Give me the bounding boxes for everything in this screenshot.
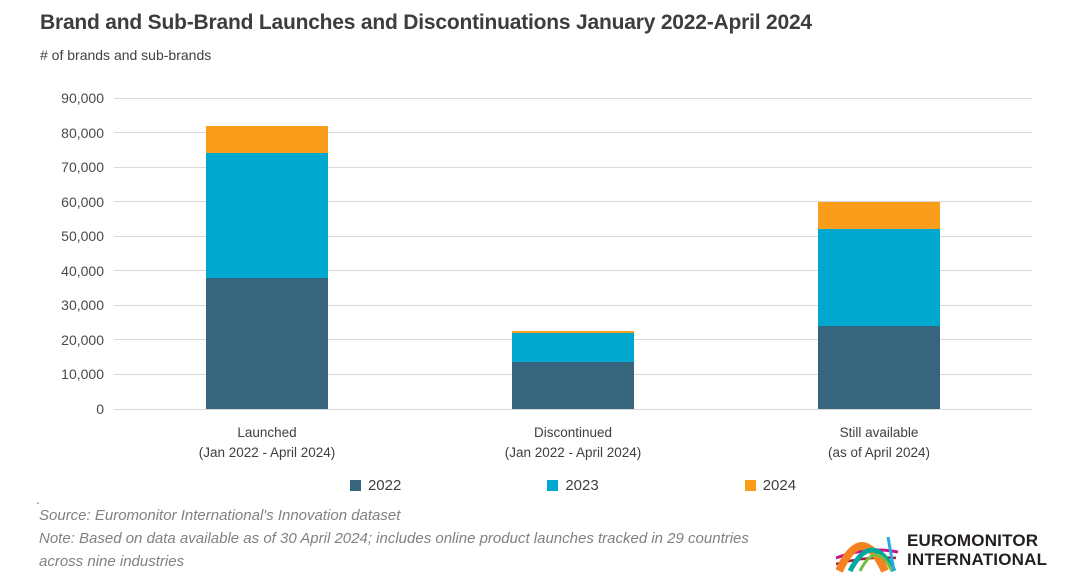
logo-line-2: INTERNATIONAL xyxy=(907,550,1048,569)
bar-segment-2024-discontinued xyxy=(512,331,634,333)
x-category-label-line1: Launched xyxy=(237,425,297,440)
euromonitor-logo: EUROMONITOR INTERNATIONAL xyxy=(836,527,1047,575)
gridline xyxy=(114,235,1032,237)
x-category-label: Launched (Jan 2022 - April 2024) xyxy=(114,423,420,462)
chart-subtitle: # of brands and sub-brands xyxy=(40,47,212,63)
data-note: Note: Based on data available as of 30 A… xyxy=(39,530,749,570)
legend-swatch-2022 xyxy=(349,480,361,491)
y-axis-tick-label: 20,000 xyxy=(61,331,104,348)
bar-segment-2022-still-available xyxy=(818,326,940,409)
y-axis-tick-label: 90,000 xyxy=(61,90,104,106)
x-category-label-line2: (as of April 2024) xyxy=(827,444,931,460)
x-category-label-line1: Discontinued xyxy=(533,425,613,440)
source-note: Source: Euromonitor International's Inno… xyxy=(39,507,401,524)
legend-label: 2024 xyxy=(762,477,797,494)
x-category-label: Discontinued (Jan 2022 - April 2024) xyxy=(420,423,726,462)
legend-label: 2023 xyxy=(565,477,599,494)
y-axis-tick-label: 60,000 xyxy=(61,193,104,210)
gridline xyxy=(114,408,1032,410)
legend-label: 2022 xyxy=(367,477,402,494)
y-axis-tick-label: 80,000 xyxy=(61,124,104,141)
bar-segment-2023-still-available xyxy=(818,229,940,327)
legend-item-2024: 2024 xyxy=(744,477,797,494)
legend-swatch-2024 xyxy=(744,480,756,491)
legend-swatch-2023 xyxy=(547,480,559,491)
gridline xyxy=(114,304,1032,306)
bar-segment-2024-launched xyxy=(206,125,328,154)
gridline xyxy=(114,97,1032,99)
gridline xyxy=(114,201,1032,203)
euromonitor-logo-text: EUROMONITOR INTERNATIONAL xyxy=(907,532,1047,569)
y-axis-tick-label: 30,000 xyxy=(61,297,104,314)
bar-segment-2022-discontinued xyxy=(512,362,634,409)
stray-period: . xyxy=(36,491,40,507)
gridline xyxy=(114,166,1032,168)
x-category-label: Still available (as of April 2024) xyxy=(726,423,1032,462)
bar-segment-2024-still-available xyxy=(818,201,940,230)
y-axis-tick-label: 10,000 xyxy=(61,366,104,383)
euromonitor-logo-mark xyxy=(836,536,899,573)
x-category-label-line2: (Jan 2022 - April 2024) xyxy=(198,444,336,460)
chart-title: Brand and Sub-Brand Launches and Discont… xyxy=(40,11,812,34)
y-axis-tick-label: 40,000 xyxy=(61,262,104,279)
y-axis-tick-label: 70,000 xyxy=(61,159,104,176)
gridline xyxy=(114,132,1032,134)
y-axis-tick-label: 0 xyxy=(96,401,104,417)
chart-footnotes: Source: Euromonitor International's Inno… xyxy=(39,504,779,573)
bar-segment-2023-launched xyxy=(206,153,328,278)
x-category-label-line2: (Jan 2022 - April 2024) xyxy=(504,444,642,460)
chart-legend: 2022 2023 2024 xyxy=(114,477,1032,494)
legend-item-2022: 2022 xyxy=(349,477,402,494)
bar-segment-2023-discontinued xyxy=(512,332,634,363)
gridline xyxy=(114,270,1032,272)
bar-segment-2022-launched xyxy=(206,277,328,409)
logo-line-1: EUROMONITOR xyxy=(907,531,1039,551)
legend-item-2023: 2023 xyxy=(547,477,599,494)
y-axis-tick-label: 50,000 xyxy=(61,228,104,245)
x-category-label-line1: Still available xyxy=(839,425,919,440)
